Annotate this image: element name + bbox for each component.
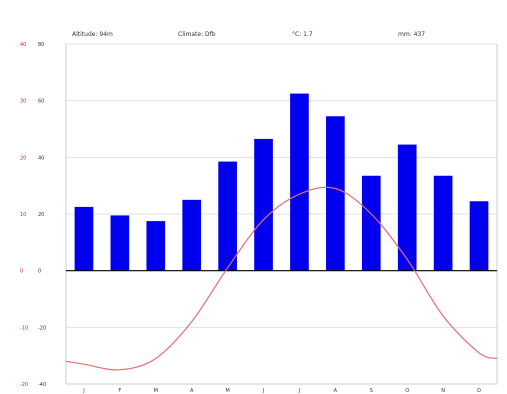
precip-bar-12 bbox=[469, 201, 489, 271]
month-label-12: D bbox=[477, 388, 481, 394]
temp-tick-label: 0 bbox=[20, 269, 23, 275]
temperature-curve bbox=[65, 186, 498, 371]
precip-tick-label: 40 bbox=[38, 155, 44, 161]
temp-tick-label: 20 bbox=[20, 155, 26, 161]
month-label-11: N bbox=[441, 388, 445, 394]
altitude-label: Altitude: 94m bbox=[72, 31, 113, 38]
temp-tick-label: 30 bbox=[20, 99, 26, 105]
grid-lines bbox=[65, 43, 498, 385]
temp-tick-label: 40 bbox=[20, 42, 26, 48]
temp-tick-label: -10 bbox=[20, 325, 28, 331]
month-label-8: A bbox=[334, 388, 338, 394]
precip-bar-9 bbox=[361, 175, 381, 271]
temp-tick-label: -20 bbox=[20, 382, 28, 388]
precip-tick-label: 80 bbox=[38, 42, 44, 48]
month-label-4: A bbox=[190, 388, 194, 394]
precip-bar-4 bbox=[182, 199, 202, 271]
precip-bar-3 bbox=[146, 221, 166, 271]
precip-bar-5 bbox=[218, 161, 237, 271]
precip-tick-label: 20 bbox=[38, 212, 44, 218]
precip-bar-7 bbox=[290, 93, 309, 271]
precip-bar-1 bbox=[74, 206, 94, 271]
climate-label: Climate: Dfb bbox=[178, 31, 216, 38]
month-label-7: J bbox=[298, 388, 300, 394]
month-label-2: F bbox=[118, 388, 121, 394]
precip-tick-label: -40 bbox=[38, 382, 46, 388]
precip-bar-8 bbox=[326, 116, 345, 271]
precip-tick-label: -20 bbox=[38, 325, 46, 331]
precip-bar-10 bbox=[397, 144, 417, 271]
temperature-line bbox=[65, 186, 498, 371]
temp-label: °C: 1.7 bbox=[292, 31, 313, 38]
precip-bar-6 bbox=[254, 138, 273, 271]
temp-tick-label: 10 bbox=[20, 212, 26, 218]
month-label-9: S bbox=[370, 388, 373, 394]
month-label-5: M bbox=[225, 388, 229, 394]
precip-bar-2 bbox=[110, 215, 130, 271]
precip-tick-label: 60 bbox=[38, 99, 44, 105]
precip-bars bbox=[74, 93, 489, 271]
precip-bar-11 bbox=[433, 175, 453, 271]
month-label-1: J bbox=[82, 388, 84, 394]
precip-label: mm: 437 bbox=[398, 31, 425, 38]
month-label-10: O bbox=[405, 388, 409, 394]
month-label-6: J bbox=[262, 388, 264, 394]
month-label-3: M bbox=[154, 388, 158, 394]
precip-tick-label: 0 bbox=[38, 269, 41, 275]
axis-ticks: 80 40 60 30 40 20 20 10 0 0 -20 -10 -40 -20 bbox=[20, 42, 46, 388]
